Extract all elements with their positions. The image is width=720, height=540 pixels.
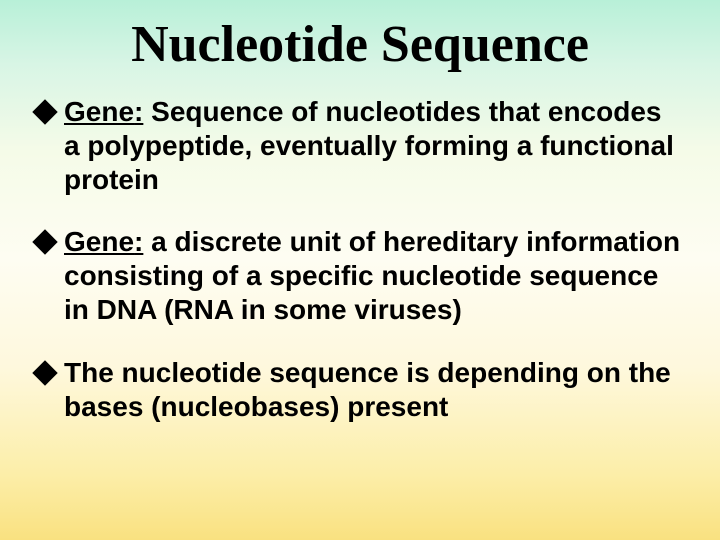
bullet-term: The bbox=[64, 357, 114, 388]
slide-title: Nucleotide Sequence bbox=[28, 18, 692, 73]
bullet-body: Gene a discrete unit of hereditary infor… bbox=[64, 225, 684, 327]
bullet-term: Gene bbox=[64, 226, 143, 257]
bullet-term: Gene bbox=[64, 96, 143, 127]
diamond-bullet-icon bbox=[32, 360, 57, 385]
slide: Nucleotide Sequence Gene Sequence of nuc… bbox=[0, 0, 720, 540]
diamond-bullet-icon bbox=[32, 99, 57, 124]
bullet-body: Gene Sequence of nucleotides that encode… bbox=[64, 95, 684, 197]
list-item: Gene Sequence of nucleotides that encode… bbox=[36, 95, 684, 197]
bullet-text: a discrete unit of hereditary informatio… bbox=[64, 226, 680, 325]
list-item: The nucleotide sequence is depending on … bbox=[36, 356, 684, 424]
bullet-list: Gene Sequence of nucleotides that encode… bbox=[28, 95, 692, 424]
list-item: Gene a discrete unit of hereditary infor… bbox=[36, 225, 684, 327]
bullet-text: nucleotide sequence is depending on the … bbox=[64, 357, 671, 422]
diamond-bullet-icon bbox=[32, 229, 57, 254]
bullet-body: The nucleotide sequence is depending on … bbox=[64, 356, 684, 424]
bullet-text: Sequence of nucleotides that encodes a p… bbox=[64, 96, 674, 195]
